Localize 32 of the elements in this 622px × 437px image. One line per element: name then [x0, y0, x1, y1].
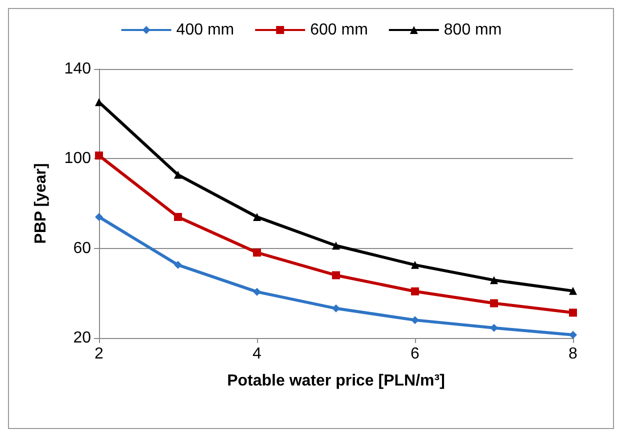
- point: [569, 308, 577, 317]
- point: [332, 304, 340, 312]
- point: [174, 170, 182, 179]
- legend-label: 400 mm: [176, 22, 234, 38]
- y-tick-label: 100: [64, 150, 92, 168]
- point: [95, 212, 103, 221]
- point: [490, 299, 498, 308]
- point: [569, 330, 577, 339]
- legend-label: 600 mm: [310, 22, 368, 38]
- y-tick-label: 20: [73, 330, 92, 346]
- x-tick-label: 8: [568, 346, 578, 362]
- point: [253, 212, 261, 221]
- y-tick-label: 140: [64, 60, 92, 78]
- point: [332, 242, 340, 250]
- point: [332, 271, 340, 280]
- y-tick-label: 60: [73, 240, 92, 257]
- point: [253, 288, 261, 296]
- point: [411, 287, 419, 296]
- point: [490, 324, 498, 332]
- point: [490, 276, 498, 284]
- x-tick-label: 6: [410, 346, 420, 362]
- point: [411, 316, 419, 324]
- x-tick-label: 2: [94, 346, 104, 362]
- point: [569, 286, 577, 295]
- x-axis-title: Potable water price [PLN/m³]: [227, 372, 445, 390]
- x-tick-label: 4: [252, 346, 262, 362]
- point: [411, 260, 419, 269]
- legend-label: 800 mm: [444, 22, 502, 38]
- point: [253, 248, 261, 257]
- point: [174, 260, 182, 269]
- point: [174, 212, 182, 221]
- y-axis-title: PBP [year]: [32, 163, 50, 244]
